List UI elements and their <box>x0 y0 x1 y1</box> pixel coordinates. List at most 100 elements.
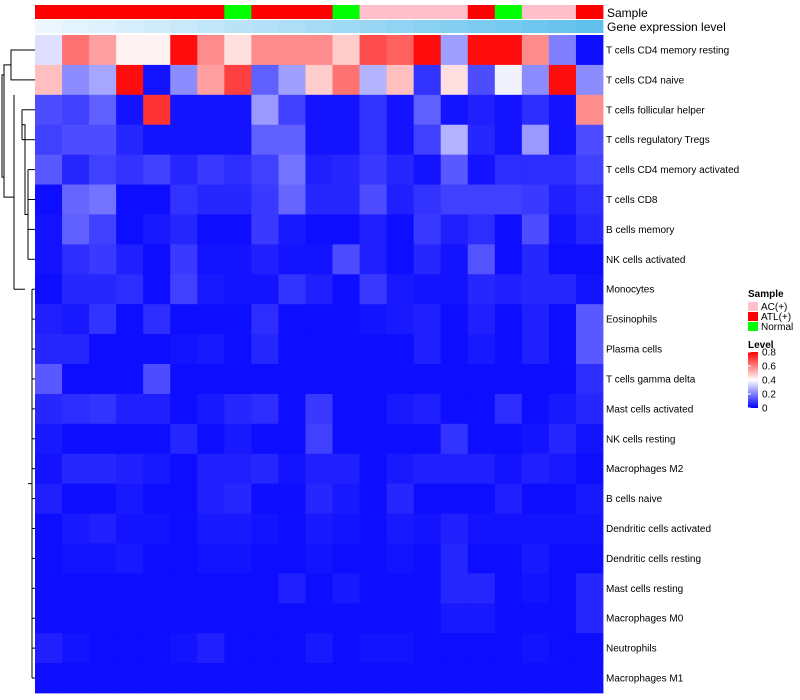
heatmap-cell <box>197 633 225 664</box>
gene-expression-annotation-cell <box>251 20 279 33</box>
heatmap-cell <box>359 573 388 604</box>
heatmap-cell <box>224 423 252 455</box>
heatmap-cell <box>494 603 523 634</box>
row-label: T cells CD8 <box>606 195 658 206</box>
heatmap-cell <box>89 393 117 425</box>
heatmap-cell <box>197 603 225 634</box>
heatmap-cell <box>224 35 252 66</box>
heatmap-cell <box>170 64 198 96</box>
heatmap-cell <box>305 334 333 365</box>
heatmap-cell <box>359 633 388 664</box>
sample-annotation-cell <box>386 5 415 19</box>
heatmap-cell <box>521 453 550 485</box>
heatmap-cell <box>575 663 604 694</box>
gene-expression-annotation-cell <box>521 20 550 33</box>
heatmap-cell <box>143 64 171 96</box>
heatmap-cell <box>116 573 144 604</box>
sample-annotation-cell <box>35 5 63 19</box>
heatmap-cell <box>494 94 523 126</box>
heatmap-cell <box>575 513 604 544</box>
heatmap-cell <box>170 274 198 305</box>
heatmap-cell <box>305 663 333 694</box>
heatmap-cell <box>467 274 496 305</box>
heatmap-cell <box>197 94 225 126</box>
heatmap-cell <box>170 304 198 335</box>
heatmap-cell <box>251 214 279 245</box>
heatmap-cell <box>521 35 550 66</box>
heatmap-cell <box>197 64 225 96</box>
heatmap-cell <box>575 393 604 425</box>
legend-sample-swatch <box>748 302 758 311</box>
heatmap-cell <box>197 154 225 185</box>
heatmap-cell <box>62 64 90 96</box>
row-label: Neutrophils <box>606 644 657 655</box>
heatmap-cell <box>548 603 577 634</box>
heatmap-cell <box>440 393 469 425</box>
heatmap-cell <box>332 543 360 574</box>
heatmap-cell <box>332 393 360 425</box>
heatmap-cell <box>440 64 469 96</box>
heatmap-cell <box>575 64 604 96</box>
heatmap-cell <box>413 633 442 664</box>
legend-sample-title: Sample <box>748 289 784 300</box>
heatmap-cell <box>548 453 577 485</box>
heatmap-cell <box>494 35 523 66</box>
legend-sample-swatch <box>748 322 758 331</box>
row-label: T cells CD4 memory activated <box>606 165 739 176</box>
heatmap-cell <box>305 633 333 664</box>
sample-annotation-cell <box>89 5 117 19</box>
legend-sample-label: AC(+) <box>761 302 787 313</box>
row-label: T cells gamma delta <box>606 375 696 386</box>
heatmap-cell <box>197 334 225 365</box>
heatmap-cell <box>224 304 252 335</box>
heatmap-cell <box>494 423 523 455</box>
heatmap-cell <box>521 633 550 664</box>
dendrogram-branch <box>1 74 4 178</box>
heatmap-cell <box>494 334 523 365</box>
heatmap-cell <box>224 154 252 185</box>
gene-expression-annotation-cell <box>197 20 225 33</box>
heatmap-cell <box>440 603 469 634</box>
heatmap-cell <box>386 663 415 694</box>
heatmap-cell <box>251 603 279 634</box>
heatmap-cell <box>521 393 550 425</box>
heatmap-cell <box>251 663 279 694</box>
heatmap-cell <box>548 334 577 365</box>
sample-annotation-cell <box>332 5 360 19</box>
heatmap-cell <box>467 633 496 664</box>
heatmap-cell <box>251 364 279 395</box>
heatmap-cell <box>197 453 225 485</box>
heatmap-cell <box>278 35 306 66</box>
heatmap-cell <box>332 453 360 485</box>
heatmap-cell <box>521 304 550 335</box>
heatmap-cell <box>305 304 333 335</box>
heatmap-cell <box>521 543 550 574</box>
gene-expression-annotation-cell <box>467 20 496 33</box>
heatmap-cell <box>278 244 306 275</box>
heatmap-cell <box>89 184 117 215</box>
sample-annotation-cell <box>467 5 496 19</box>
heatmap-cell <box>35 94 63 126</box>
heatmap-cell <box>170 393 198 425</box>
heatmap-cell <box>467 304 496 335</box>
row-label: Plasma cells <box>606 345 662 356</box>
heatmap-cell <box>548 124 577 156</box>
sample-annotation-cell <box>62 5 90 19</box>
heatmap-cell <box>62 94 90 126</box>
row-label: Mast cells resting <box>606 584 683 595</box>
row-label: T cells CD4 naive <box>606 75 685 86</box>
heatmap-cell <box>359 334 388 365</box>
gene-expression-annotation-cell <box>548 20 577 33</box>
row-label: Eosinophils <box>606 315 657 326</box>
heatmap-cell <box>89 483 117 514</box>
heatmap-cell <box>116 603 144 634</box>
heatmap-cell <box>143 184 171 215</box>
heatmap-cell <box>413 364 442 395</box>
legend-level-tick-label: 0.2 <box>762 390 776 401</box>
heatmap-cell <box>548 633 577 664</box>
heatmap-cell <box>170 483 198 514</box>
heatmap-cell <box>35 274 63 305</box>
heatmap-cell <box>305 423 333 455</box>
heatmap-cell <box>278 393 306 425</box>
heatmap-cell <box>62 274 90 305</box>
